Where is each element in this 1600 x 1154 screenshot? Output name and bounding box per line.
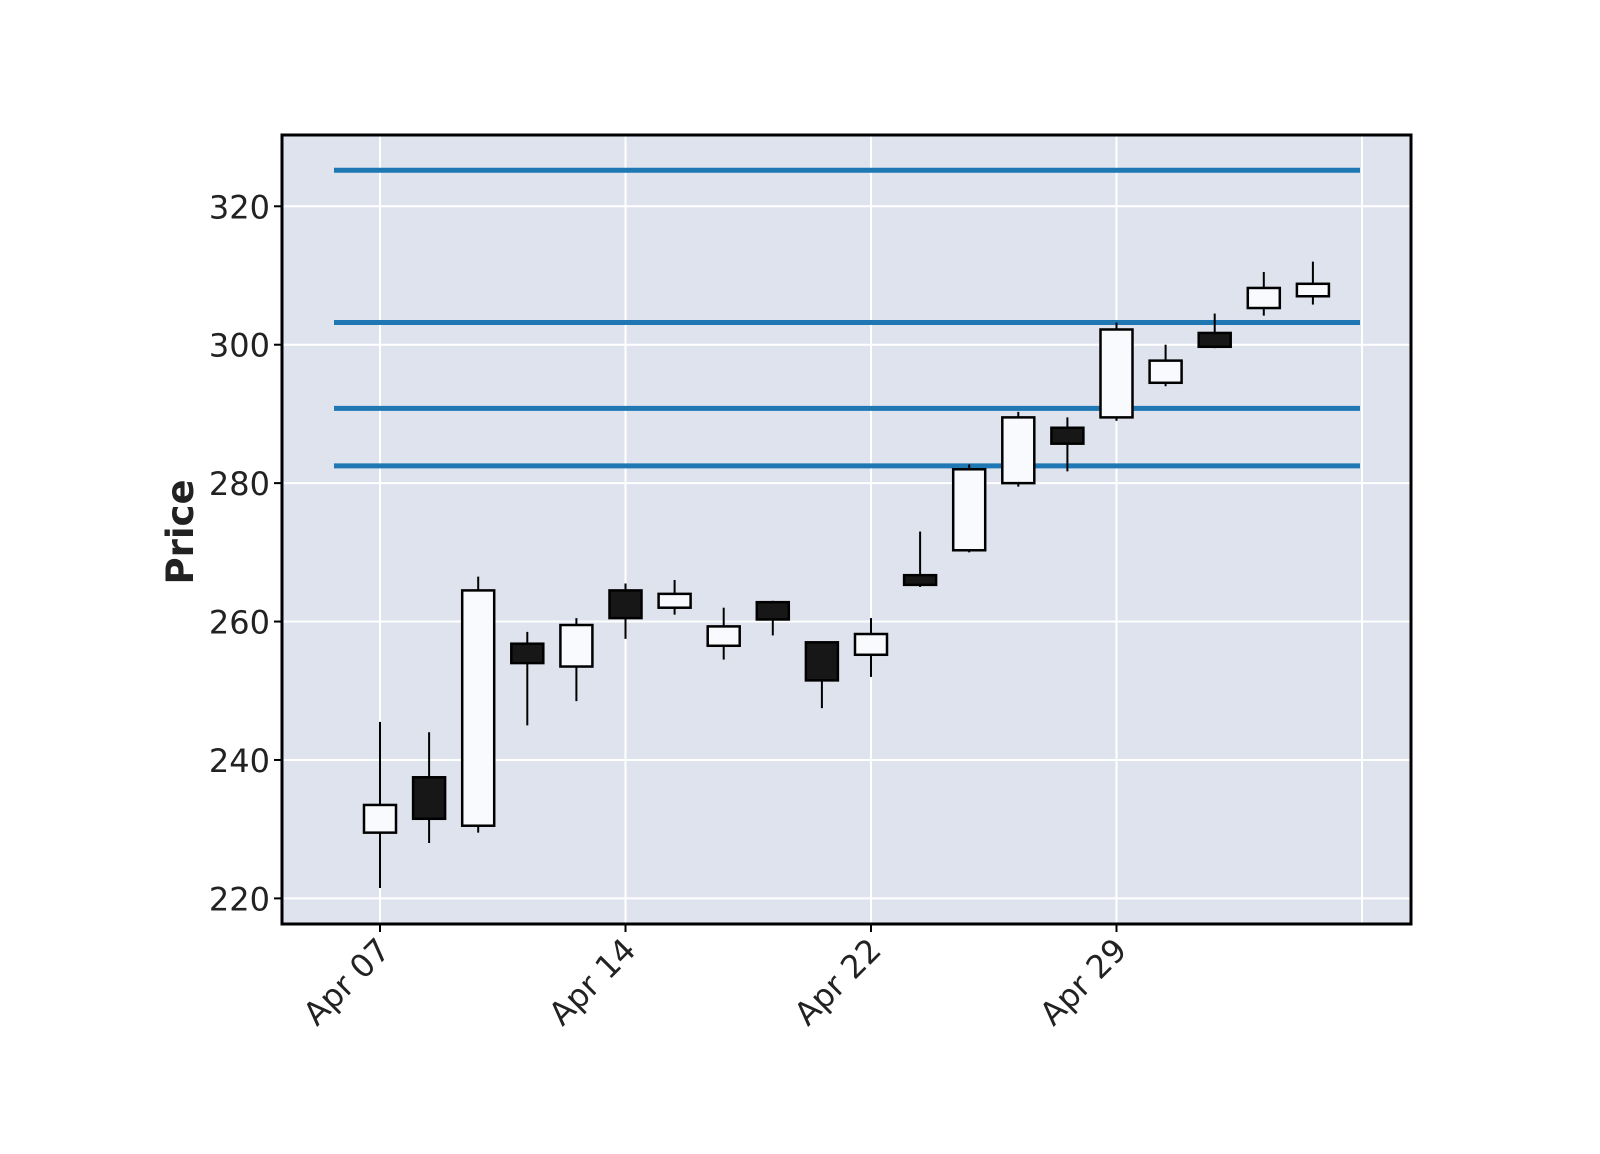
candle-body — [657, 592, 692, 609]
candle — [853, 618, 889, 677]
x-tick-label: Apr 29 — [1032, 931, 1134, 1033]
candle — [1050, 417, 1085, 472]
x-axis: Apr 07 Apr 14 Apr 22 Apr 29 — [296, 924, 1134, 1033]
plot-area — [282, 135, 1411, 924]
candle — [1197, 313, 1232, 349]
horizontal-lines — [334, 167, 1360, 469]
candle-body — [853, 632, 889, 657]
y-axis: 220 240 260 280 300 320 — [209, 188, 282, 918]
candle — [1295, 261, 1331, 305]
candle — [510, 631, 545, 726]
y-tick-label: 300 — [209, 327, 270, 365]
y-tick-label: 280 — [209, 465, 270, 503]
candle-body — [706, 625, 741, 648]
candle — [608, 583, 643, 639]
candle-body — [755, 600, 791, 621]
candle — [1099, 322, 1134, 421]
candle-body — [1050, 426, 1085, 445]
plot-frame — [280, 133, 1413, 926]
candle — [559, 618, 594, 702]
candle-body — [1197, 331, 1232, 349]
candle — [804, 641, 840, 709]
candle-body — [362, 803, 398, 834]
candles — [362, 261, 1331, 889]
candle-body — [1295, 282, 1331, 298]
y-tick-label: 260 — [209, 604, 270, 642]
candle — [1148, 344, 1183, 387]
candle-body — [460, 589, 496, 827]
x-tick-label: Apr 14 — [541, 931, 643, 1033]
candle-body — [1148, 359, 1183, 385]
candle-body — [510, 642, 545, 665]
y-axis-label: Price — [159, 479, 202, 584]
candle-body — [951, 468, 987, 552]
candle — [951, 464, 987, 553]
candle — [706, 607, 741, 660]
candle — [1246, 272, 1282, 316]
candle — [902, 531, 938, 587]
x-tick-label: Apr 22 — [787, 931, 889, 1033]
candle — [755, 600, 791, 636]
x-tick-label: Apr 07 — [296, 931, 398, 1033]
y-tick-label: 220 — [209, 880, 270, 918]
candle-body — [902, 573, 938, 587]
candle-body — [608, 589, 643, 620]
candle-body — [411, 776, 447, 821]
y-tick-label: 240 — [209, 742, 270, 780]
candle — [1001, 411, 1036, 487]
candle — [657, 580, 692, 615]
candle-body — [559, 623, 594, 668]
candle-body — [1001, 416, 1036, 485]
y-tick-label: 320 — [209, 188, 270, 226]
candle-body — [1099, 328, 1134, 419]
candle — [362, 721, 398, 889]
candle — [411, 732, 447, 844]
candle-body — [1246, 286, 1282, 310]
candle-body — [804, 641, 840, 682]
candle — [460, 576, 496, 833]
